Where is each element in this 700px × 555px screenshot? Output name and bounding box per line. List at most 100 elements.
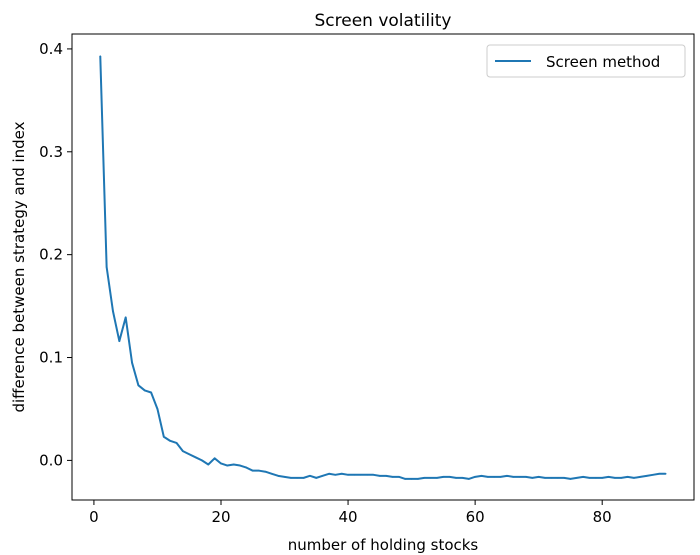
data-point — [283, 476, 286, 478]
data-point — [359, 474, 362, 476]
data-point — [480, 475, 483, 477]
x-tick-label: 0 — [89, 508, 99, 526]
data-point — [645, 475, 648, 477]
data-point — [112, 310, 114, 313]
data-point — [512, 476, 515, 478]
data-point — [264, 470, 267, 473]
data-point — [175, 442, 178, 444]
x-axis-label: number of holding stocks — [288, 536, 479, 554]
data-point — [321, 475, 324, 477]
data-point — [118, 340, 121, 342]
data-point — [664, 472, 667, 475]
data-point — [525, 476, 527, 478]
legend-label: Screen method — [546, 53, 660, 71]
y-tick-label: 0.1 — [39, 349, 63, 367]
data-point — [239, 464, 241, 467]
data-point — [213, 457, 216, 460]
data-point — [499, 476, 502, 478]
data-point — [207, 463, 210, 466]
data-point — [315, 477, 318, 479]
data-point — [398, 476, 400, 478]
data-point — [461, 477, 464, 479]
data-point — [639, 476, 642, 478]
data-point — [423, 477, 426, 479]
series-line-0 — [99, 56, 666, 480]
data-point — [366, 474, 368, 476]
y-tick-label: 0.0 — [39, 451, 63, 469]
data-point — [652, 474, 654, 476]
legend-box — [486, 44, 686, 78]
data-point — [442, 476, 445, 478]
data-point — [614, 477, 616, 479]
data-point — [487, 476, 489, 478]
data-point — [105, 266, 108, 268]
data-point — [379, 475, 381, 477]
data-point — [556, 477, 559, 479]
y-axis: 0.0 0.1 0.2 0.3 0.4 — [39, 40, 72, 469]
data-point — [277, 475, 279, 477]
data-point — [137, 384, 140, 387]
data-point — [537, 476, 540, 478]
data-point — [582, 476, 584, 478]
data-point — [601, 477, 603, 479]
data-point — [518, 476, 521, 478]
data-point — [595, 477, 597, 479]
data-point — [448, 476, 451, 478]
data-point — [220, 462, 222, 465]
data-point — [410, 478, 413, 480]
chart-title: Screen volatility — [314, 11, 451, 31]
data-point — [232, 463, 235, 466]
data-point — [607, 476, 610, 478]
data-point — [334, 474, 337, 476]
data-point — [404, 478, 407, 480]
data-point — [156, 408, 159, 410]
data-point — [347, 474, 349, 476]
data-point — [658, 472, 661, 475]
data-point — [163, 435, 165, 438]
data-point — [182, 450, 184, 452]
x-tick-label: 40 — [339, 508, 358, 526]
data-point — [633, 477, 635, 479]
data-point — [417, 478, 419, 480]
data-point — [328, 472, 330, 475]
data-point — [385, 475, 387, 477]
legend: Screen method — [486, 44, 686, 78]
y-tick-label: 0.4 — [39, 40, 63, 58]
data-point — [226, 464, 229, 467]
data-point — [296, 477, 299, 479]
data-point — [188, 453, 191, 456]
plot-area — [71, 33, 695, 501]
data-point — [467, 478, 470, 480]
data-point — [563, 477, 565, 479]
y-tick-label: 0.3 — [39, 143, 63, 161]
data-point — [429, 477, 432, 479]
data-point — [131, 361, 133, 364]
x-tick-label: 20 — [211, 508, 230, 526]
data-point — [493, 476, 495, 478]
data-point — [169, 440, 171, 442]
data-point — [150, 391, 152, 394]
data-point — [309, 475, 311, 477]
data-point — [620, 477, 623, 479]
data-point — [271, 472, 273, 475]
data-point — [531, 477, 534, 479]
y-tick-label: 0.2 — [39, 246, 63, 264]
data-point — [372, 474, 375, 476]
data-point — [544, 477, 546, 479]
data-point — [340, 472, 343, 475]
data-point — [569, 478, 572, 480]
data-point — [143, 389, 146, 392]
data-point — [251, 469, 254, 472]
data-point — [302, 477, 305, 479]
y-axis-label: difference between strategy and index — [10, 121, 28, 412]
data-point — [575, 477, 578, 479]
data-point — [258, 469, 260, 472]
plot-frame — [71, 33, 695, 501]
x-tick-label: 60 — [466, 508, 485, 526]
data-point — [436, 477, 438, 479]
data-point — [588, 477, 591, 479]
data-point — [353, 474, 356, 476]
data-point — [201, 459, 203, 462]
data-point — [245, 466, 248, 469]
